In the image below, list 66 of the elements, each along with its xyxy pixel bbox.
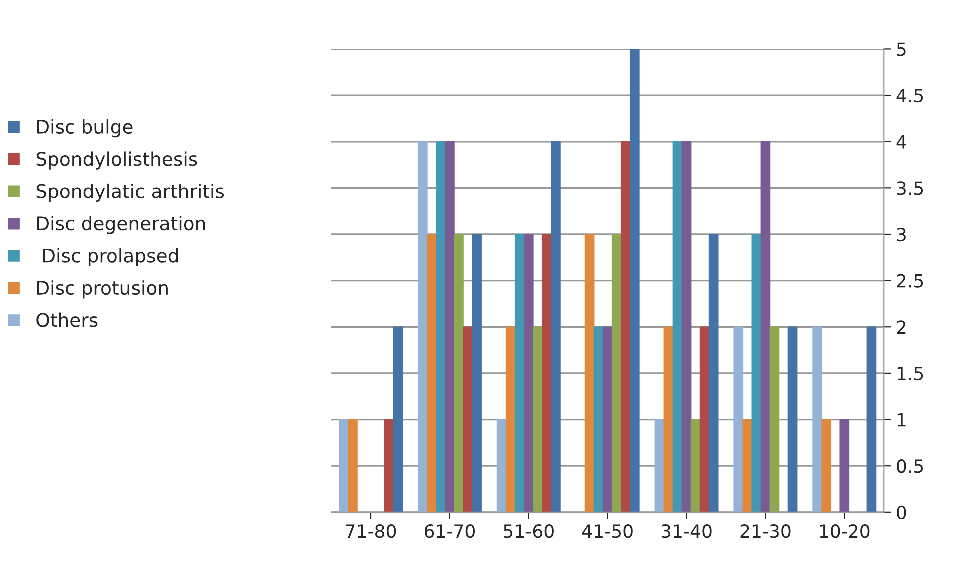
y-tick-label: 4.5 [896,89,924,103]
legend-label: Spondylolisthesis [36,152,198,170]
y-tick-label: 3.5 [897,182,924,196]
bar [770,326,780,512]
y-tick-label: 2.5 [897,274,924,288]
legend-label: Disc degeneration [37,216,206,234]
bar [542,234,552,512]
x-tick-label: 71-80 [346,524,396,538]
bar [506,326,516,512]
bar [602,326,613,512]
bar [742,419,753,512]
x-tick-label: 21-30 [740,524,791,538]
bar [708,234,719,512]
bar [384,419,394,512]
bar [426,234,437,512]
bar [418,141,428,512]
x-tick-label: 10-20 [820,524,870,538]
bar [514,234,525,512]
bar [532,326,543,512]
bar [840,419,850,512]
bar [551,141,561,512]
y-tick-label: 2 [897,320,906,334]
legend-label: Spondylatic arthritis [36,184,224,202]
bar [690,419,701,512]
legend-label: Disc protusion [37,280,168,299]
bar [472,234,482,512]
bar [630,49,640,512]
bar [584,234,595,512]
bar [654,419,665,512]
bar [752,234,762,512]
bar [496,419,507,512]
y-tick-label: 3 [897,228,906,242]
bar [454,234,464,512]
bar [620,141,631,512]
legend-label: Disc prolapsed [43,248,178,267]
bar [734,326,744,512]
bar [788,326,798,512]
bar [348,419,358,512]
bar [524,234,534,512]
x-tick-label: 31-40 [662,524,712,538]
y-tick-label: 5 [897,42,906,56]
bar [664,326,674,512]
x-tick-label: 51-60 [504,524,554,538]
y-tick-label: 0.5 [897,460,924,474]
bar [812,326,823,512]
bar [682,141,692,512]
bar [672,141,683,512]
y-tick-label: 1 [898,413,906,427]
y-tick-label: 0 [897,506,906,520]
legend-label: Others [36,312,98,328]
bar [339,419,349,512]
y-tick-label: 1.5 [898,367,924,381]
bar [594,326,604,512]
bar [866,326,877,512]
bar [612,234,622,512]
x-tick-label: 41-50 [582,524,633,538]
bar [463,326,473,512]
bar [436,141,446,512]
bar [760,141,771,512]
bar [393,326,404,512]
bar [445,141,455,512]
bar [822,419,832,512]
x-tick-label: 61-70 [424,524,475,538]
y-tick-label: 4 [896,136,906,149]
legend-label: Disc bulge [37,120,133,138]
bar [700,326,710,512]
